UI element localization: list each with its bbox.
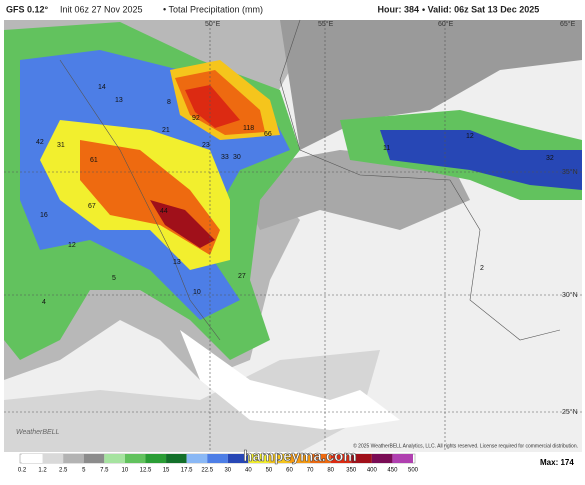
colorbar-label: 70 bbox=[307, 468, 314, 474]
colorbar-label: 350 bbox=[346, 468, 357, 474]
max: Max: 174 bbox=[540, 458, 574, 467]
colorbar-label: 0.2 bbox=[18, 468, 27, 474]
model: GFS 0.12° bbox=[6, 4, 49, 14]
hour: Hour: 384 bbox=[377, 4, 419, 14]
land bbox=[4, 350, 380, 452]
colorbar-label: 10 bbox=[122, 468, 129, 474]
lon-label: 65°E bbox=[560, 20, 576, 28]
colorbar-label: 400 bbox=[367, 468, 378, 474]
precip-value: 23 bbox=[202, 142, 210, 149]
precip-red bbox=[185, 85, 240, 128]
border bbox=[279, 19, 561, 341]
colorbar-label: 60 bbox=[286, 468, 293, 474]
colorbar-swatch bbox=[63, 454, 84, 463]
precip-value: 32 bbox=[546, 155, 554, 162]
colorbar-swatch bbox=[351, 454, 372, 463]
lon-label: 55°E bbox=[318, 20, 334, 28]
product: • Total Precipitation (mm) bbox=[163, 4, 263, 14]
precip-value: 13 bbox=[115, 97, 123, 104]
colorbar-label: 80 bbox=[327, 468, 334, 474]
watermark: hampeyma.com bbox=[243, 448, 356, 465]
colorbar-label: 7.5 bbox=[100, 468, 109, 474]
precip-value: 21 bbox=[162, 127, 170, 134]
colorbar-swatch bbox=[83, 454, 105, 463]
precip-value: 5 bbox=[112, 275, 116, 282]
colorbar-swatch bbox=[145, 454, 167, 463]
precip-value: 14 bbox=[98, 84, 106, 91]
precip-value: 27 bbox=[238, 273, 246, 280]
precip-value: 42 bbox=[36, 139, 44, 146]
colorbar-label: 15 bbox=[163, 468, 170, 474]
precip-value: 44 bbox=[160, 208, 168, 215]
precip-value: 12 bbox=[466, 133, 474, 140]
colorbar-label: 2.5 bbox=[59, 468, 68, 474]
colorbar-swatch bbox=[186, 454, 208, 463]
colorbar-label: 5 bbox=[82, 468, 86, 474]
precip-value: 31 bbox=[57, 142, 65, 149]
colorbar-label: 12.5 bbox=[140, 468, 152, 474]
precip-value: 11 bbox=[383, 145, 390, 152]
precip-value: 61 bbox=[90, 157, 98, 164]
colorbar-swatch bbox=[227, 454, 249, 463]
precip-grey bbox=[280, 20, 582, 150]
precip-value: 66 bbox=[264, 131, 272, 138]
colorbar-swatch bbox=[22, 454, 43, 463]
colorbar-swatch bbox=[166, 454, 187, 463]
precip-value: 16 bbox=[40, 212, 48, 219]
colorbar-label: 50 bbox=[266, 468, 273, 474]
precip-value: 33 bbox=[221, 154, 229, 161]
colorbar-swatch bbox=[371, 454, 393, 463]
precip-red bbox=[150, 200, 215, 248]
copyright: © 2025 WeatherBELL Analytics, LLC. All r… bbox=[353, 442, 578, 449]
colorbar-label: 450 bbox=[387, 468, 398, 474]
colorbar-swatch bbox=[289, 454, 311, 463]
legend: 0.2 1.2 2.5 5 7.5 10 12.5 15 17.5 22.5 30 40 50 60 70 8… bbox=[18, 453, 419, 474]
lon-label: 60°E bbox=[438, 20, 454, 28]
colorbar-swatch bbox=[124, 454, 146, 463]
colorbar-label: 500 bbox=[408, 468, 419, 474]
precip-value: 12 bbox=[68, 242, 76, 249]
colorbar-swatch bbox=[392, 454, 413, 463]
sea bbox=[180, 330, 400, 430]
colorbar-swatch bbox=[104, 454, 125, 463]
precip-value: 30 bbox=[233, 154, 241, 161]
lon-label: 50°E bbox=[205, 20, 221, 28]
map: 50°E 55°E 60°E 65°E 35°N 30°N 25°N 92 11… bbox=[4, 20, 582, 452]
colorbar-swatch bbox=[248, 454, 269, 463]
precip-value: 13 bbox=[173, 259, 181, 266]
colorbar-swatch bbox=[207, 454, 228, 463]
border bbox=[59, 59, 221, 341]
colorbar-swatch bbox=[310, 454, 331, 463]
valid: • Valid: 06z Sat 13 Dec 2025 bbox=[422, 4, 539, 14]
precip-value: 8 bbox=[167, 99, 171, 106]
precip-value: 4 bbox=[42, 299, 46, 306]
colorbar-label: 22.5 bbox=[201, 468, 213, 474]
logo: WeatherBELL bbox=[16, 429, 60, 436]
lat-label: 35°N bbox=[562, 168, 578, 176]
colorbar-label: 1.2 bbox=[38, 468, 47, 474]
lat-label: 25°N bbox=[562, 408, 578, 416]
colorbar-swatch bbox=[330, 454, 352, 463]
precip-blue bbox=[380, 130, 582, 190]
colorbar-swatch bbox=[42, 454, 64, 463]
colorbar-label: 40 bbox=[245, 468, 252, 474]
precip-value: 10 bbox=[193, 289, 201, 296]
precip-value: 92 bbox=[192, 115, 200, 122]
colorbar-label: 17.5 bbox=[181, 468, 193, 474]
lat-label: 30°N bbox=[562, 291, 578, 299]
precip-value: 2 bbox=[480, 265, 484, 272]
precip-grey bbox=[230, 150, 470, 230]
precip-value: 118 bbox=[243, 125, 254, 132]
precip-value: 67 bbox=[88, 203, 96, 210]
init: Init 06z 27 Nov 2025 bbox=[60, 4, 143, 14]
colorbar-swatch bbox=[268, 454, 290, 463]
colorbar-label: 30 bbox=[224, 468, 231, 474]
